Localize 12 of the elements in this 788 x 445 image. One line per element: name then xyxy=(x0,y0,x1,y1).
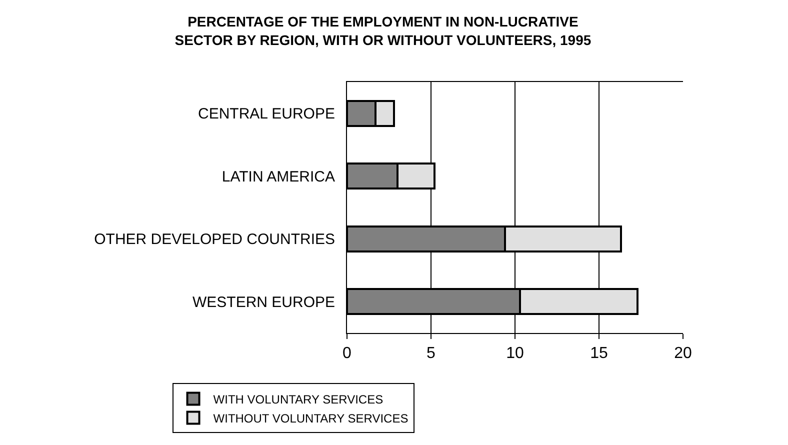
y-tick-label: LATIN AMERICA xyxy=(222,168,335,186)
legend-label: WITHOUT VOLUNTARY SERVICES xyxy=(213,411,408,426)
y-tick-label: WESTERN EUROPE xyxy=(192,294,335,311)
y-tick-label: OTHER DEVELOPED COUNTRIES xyxy=(94,231,335,248)
legend-label: WITH VOLUNTARY SERVICES xyxy=(213,392,384,406)
y-tick-label: CENTRAL EUROPE xyxy=(198,106,335,123)
x-tick-label: 10 xyxy=(506,345,524,362)
x-tick-label: 15 xyxy=(590,345,608,362)
x-tick-label: 20 xyxy=(674,345,692,362)
x-tick-label: 5 xyxy=(426,345,436,362)
x-tick-label: 0 xyxy=(342,345,352,362)
chart-title: PERCENTAGE OF THE EMPLOYMENT IN NON-LUCRATIVE SECTOR BY REGION, WITH OR WITHOUT VOLUNTEERS, 1995 xyxy=(174,14,592,48)
